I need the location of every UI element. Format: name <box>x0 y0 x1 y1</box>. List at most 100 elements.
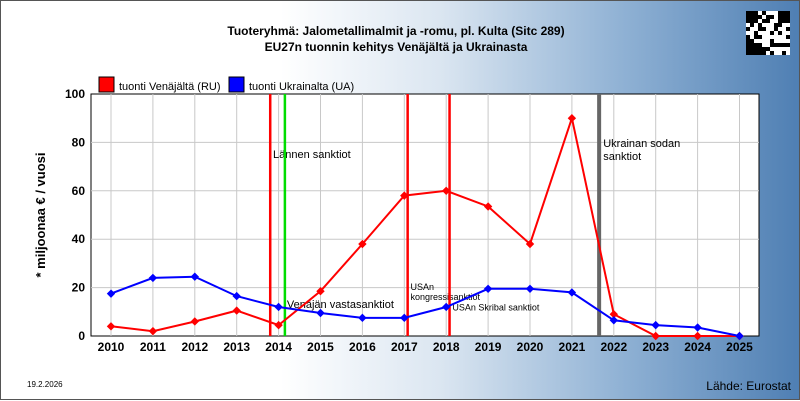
qr-cell <box>758 15 762 19</box>
x-tick-label: 2015 <box>307 340 334 354</box>
qr-cell <box>762 11 766 15</box>
qr-cell <box>758 23 762 27</box>
qr-cell <box>754 35 758 39</box>
legend: tuonti Venäjältä (RU) tuonti Ukrainalta (… <box>98 76 354 93</box>
x-tick-label: 2019 <box>475 340 502 354</box>
chart-subtitle: EU27n tuonnin kehitys Venäjältä ja Ukrai… <box>265 40 528 54</box>
annotation-label-line: sanktiot <box>603 151 641 163</box>
series-line <box>110 275 740 337</box>
qr-cell <box>766 15 770 19</box>
source-label: Lähde: Eurostat <box>706 379 791 393</box>
qr-cell <box>774 27 778 31</box>
x-tick-label: 2018 <box>433 340 460 354</box>
qr-cell <box>746 15 750 19</box>
data-point <box>232 291 241 301</box>
qr-cell <box>758 47 762 51</box>
qr-cell <box>782 43 786 47</box>
data-point <box>567 113 577 123</box>
series-line <box>110 114 740 337</box>
qr-cell <box>786 15 790 19</box>
chart-title: Tuoteryhmä: Jalometallimalmit ja -romu, … <box>227 24 564 38</box>
qr-cell <box>750 51 754 55</box>
data-point <box>190 317 200 326</box>
data-point <box>148 273 158 283</box>
qr-cell <box>770 51 774 55</box>
y-tick-label: 0 <box>78 329 85 343</box>
data-point <box>316 287 325 296</box>
x-tick-label: 2010 <box>98 340 125 354</box>
qr-cell <box>746 47 750 51</box>
qr-cell <box>778 19 782 23</box>
qr-cell <box>754 11 758 15</box>
qr-cell <box>762 47 766 51</box>
qr-cell <box>786 35 790 39</box>
qr-cell <box>746 11 750 15</box>
x-tick-label: 2022 <box>600 340 627 354</box>
x-tick-label: 2021 <box>559 340 586 354</box>
y-tick-label: 100 <box>65 87 85 101</box>
qr-cell <box>746 19 750 23</box>
annotation-label-line: Ukrainan sodan <box>603 138 680 150</box>
y-tick-label: 80 <box>72 135 86 149</box>
legend-label: tuonti Ukrainalta (UA) <box>249 81 354 93</box>
x-tick-label: 2016 <box>349 340 376 354</box>
data-point <box>735 331 744 341</box>
qr-cell <box>786 11 790 15</box>
data-point <box>693 323 702 332</box>
data-point <box>441 186 451 196</box>
annotation-label-line: kongressisanktiot <box>410 292 480 302</box>
qr-cell <box>782 15 786 19</box>
qr-cell <box>746 39 750 43</box>
qr-cell <box>754 15 758 19</box>
x-tick-label: 2012 <box>181 340 208 354</box>
data-point <box>567 288 577 297</box>
annotation-label: Lännen sanktiot <box>273 149 351 161</box>
data-point <box>693 331 702 341</box>
qr-cell <box>770 43 774 47</box>
qr-cell <box>786 19 790 23</box>
annotation-label-line: USAn Skribal sanktiot <box>452 303 540 313</box>
qr-cell <box>754 47 758 51</box>
data-point <box>651 331 660 341</box>
qr-cell <box>778 23 782 27</box>
data-point <box>316 308 325 318</box>
x-tick-label: 2017 <box>391 340 418 354</box>
qr-cell <box>750 39 754 43</box>
date-label: 19.2.2026 <box>27 380 63 389</box>
data-point <box>525 239 535 249</box>
data-point <box>190 272 200 281</box>
data-point <box>106 289 116 298</box>
qr-cell <box>746 27 750 31</box>
qr-cell <box>782 11 786 15</box>
data-point <box>358 313 367 323</box>
qr-cell <box>750 11 754 15</box>
data-point <box>651 320 660 330</box>
qr-cell <box>782 51 786 55</box>
qr-cell <box>746 43 750 47</box>
annotation-label-line: USAn <box>410 282 434 292</box>
qr-cell <box>754 51 758 55</box>
data-point <box>483 284 493 294</box>
qr-cell <box>778 11 782 15</box>
legend-swatch <box>98 76 115 93</box>
y-tick-label: 60 <box>72 184 86 198</box>
y-axis-label: * miljoonaa € / vuosi <box>33 153 48 278</box>
qr-cell <box>766 47 770 51</box>
data-point <box>232 306 241 315</box>
data-point <box>400 191 409 200</box>
qr-cell <box>758 43 762 47</box>
data-point <box>483 202 493 211</box>
qr-cell <box>750 47 754 51</box>
qr-cell <box>786 43 790 47</box>
qr-cell <box>758 27 762 31</box>
legend-swatch <box>228 76 245 93</box>
x-tick-label: 2011 <box>140 340 166 354</box>
data-point <box>358 239 367 249</box>
qr-cell <box>774 43 778 47</box>
qr-cell <box>754 31 758 35</box>
x-tick-label: 2023 <box>642 340 669 354</box>
qr-cell <box>746 35 750 39</box>
x-tick-label: 2014 <box>265 340 292 354</box>
qr-cell <box>778 15 782 19</box>
qr-cell <box>786 27 790 31</box>
